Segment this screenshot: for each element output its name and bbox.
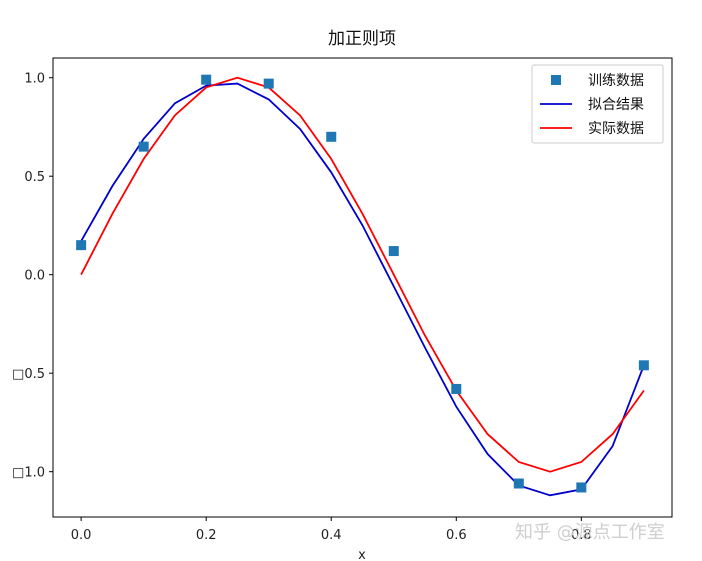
x-tick-label: 0.6 (446, 528, 467, 543)
plot-frame (52, 57, 673, 518)
series-layer (76, 74, 649, 497)
x-axis-label: x (358, 548, 366, 561)
data-point (263, 78, 274, 89)
legend-label: 拟合结果 (588, 97, 644, 113)
data-point (451, 383, 462, 394)
x-tick-label: 0.0 (71, 528, 92, 543)
data-point (76, 240, 87, 251)
y-axis: 1.0 0.5 0.0 □0.5 □1.0 (12, 72, 53, 481)
data-point (138, 141, 149, 152)
legend-label: 实际数据 (588, 121, 644, 137)
series-line (80, 76, 645, 473)
data-point (638, 360, 649, 371)
data-point (326, 131, 337, 142)
legend-label: 训练数据 (588, 73, 644, 89)
x-tick-label: 0.4 (321, 528, 342, 543)
legend-box (531, 64, 664, 144)
y-tick-label: 0.0 (24, 269, 45, 284)
x-tick-label: 0.8 (571, 528, 592, 543)
data-point (201, 74, 212, 85)
y-tick-label: □0.5 (12, 367, 45, 382)
y-tick-label: 1.0 (24, 72, 45, 87)
watermark: 知乎 @源点工作室 (515, 522, 665, 543)
y-tick-label: □1.0 (12, 466, 45, 481)
legend-marker (551, 75, 561, 85)
data-point (576, 482, 587, 493)
data-point (388, 246, 399, 257)
x-tick-label: 0.2 (196, 528, 217, 543)
data-point (513, 478, 524, 489)
chart-title: 加正则项 (328, 29, 396, 49)
x-axis: 0.0 0.2 0.4 0.6 0.8 (71, 517, 592, 543)
series-line (80, 82, 645, 497)
y-tick-label: 0.5 (24, 170, 45, 185)
